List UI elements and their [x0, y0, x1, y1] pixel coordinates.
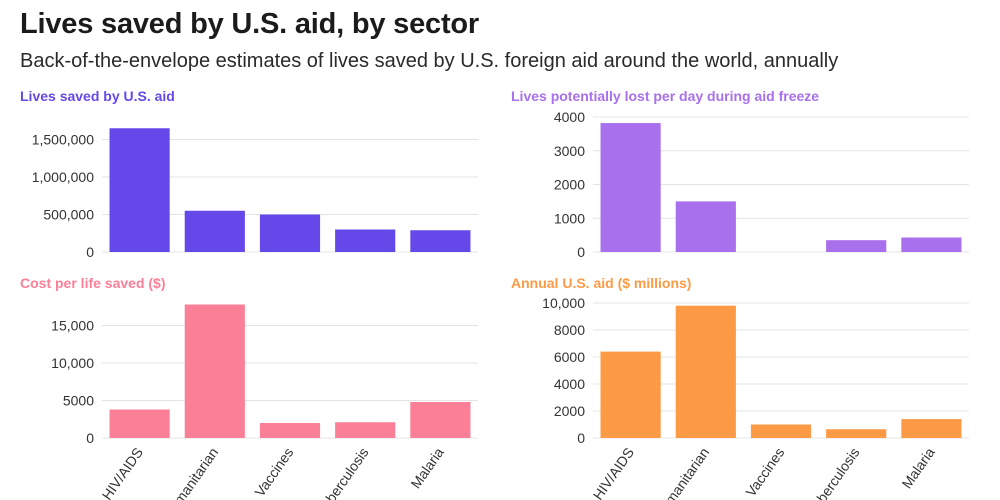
y-tick-label: 6000 [554, 349, 585, 365]
x-tick-label: Malaria [898, 444, 938, 491]
x-tick-label: Tuberculosis [313, 445, 371, 500]
y-tick-label: 2000 [554, 403, 585, 419]
y-tick-label: 4000 [554, 109, 585, 125]
page-subtitle: Back-of-the-envelope estimates of lives … [20, 50, 839, 72]
bar-humanitarian [675, 305, 736, 438]
chart-lives-lost-per-day: Lives potentially lost per day during ai… [511, 88, 969, 260]
x-tick-label: Humanitarian [160, 445, 221, 500]
y-tick-label: 15,000 [51, 318, 94, 334]
y-tick-label: 4000 [554, 376, 585, 392]
y-tick-label: 10,000 [542, 295, 585, 311]
x-tick-label: Malaria [407, 444, 447, 491]
y-tick-label: 500,000 [43, 207, 94, 223]
y-tick-label: 2000 [554, 177, 585, 193]
y-tick-label: 1,500,000 [32, 132, 94, 148]
bar-malaria [901, 419, 962, 438]
y-tick-label: 1,000,000 [32, 169, 94, 185]
y-tick-label: 0 [86, 430, 94, 446]
chart-title: Cost per life saved ($) [20, 275, 166, 291]
chart-title: Annual U.S. aid ($ millions) [511, 275, 691, 291]
page-title: Lives saved by U.S. aid, by sector [20, 8, 480, 40]
y-tick-label: 3000 [554, 143, 585, 159]
bar-vaccines [259, 214, 321, 252]
bar-humanitarian [675, 201, 736, 252]
bar-hiv-aids [600, 351, 661, 438]
y-tick-label: 0 [86, 244, 94, 260]
y-tick-label: 1000 [554, 210, 585, 226]
x-tick-label: HIV/AIDS [99, 445, 146, 500]
chart-cost-per-life: Cost per life saved ($) 0 5000 10,000 15,000… [20, 275, 478, 500]
bar-humanitarian [184, 304, 245, 438]
bar-hiv-aids [600, 123, 661, 252]
x-tick-label: Vaccines [251, 445, 296, 500]
bar-tuberculosis [826, 429, 887, 438]
y-tick-label: 5000 [63, 393, 94, 409]
bar-hiv-aids [109, 409, 170, 438]
bar-hiv-aids [109, 128, 170, 252]
bar-tuberculosis [826, 240, 887, 252]
chart-title: Lives saved by U.S. aid [20, 88, 175, 104]
bar-vaccines [259, 423, 321, 438]
y-tick-label: 0 [577, 430, 585, 446]
x-tick-label: Vaccines [742, 445, 787, 500]
y-tick-label: 10,000 [51, 355, 94, 371]
bar-tuberculosis [335, 229, 396, 252]
x-tick-label: Humanitarian [651, 445, 712, 500]
y-tick-label: 8000 [554, 322, 585, 338]
x-tick-label: Tuberculosis [804, 445, 862, 500]
bar-humanitarian [184, 210, 245, 252]
chart-title: Lives potentially lost per day during ai… [511, 88, 819, 104]
x-tick-label: HIV/AIDS [590, 445, 637, 500]
chart-annual-aid: Annual U.S. aid ($ millions) 0 2000 4000 600… [511, 275, 969, 500]
bar-malaria [410, 402, 471, 438]
bar-malaria [901, 237, 962, 252]
y-tick-label: 0 [577, 244, 585, 260]
bar-tuberculosis [335, 422, 396, 438]
bar-vaccines [750, 424, 812, 438]
chart-lives-saved: Lives saved by U.S. aid 0 500,000 1,000,000… [20, 88, 478, 260]
bar-malaria [410, 230, 471, 252]
